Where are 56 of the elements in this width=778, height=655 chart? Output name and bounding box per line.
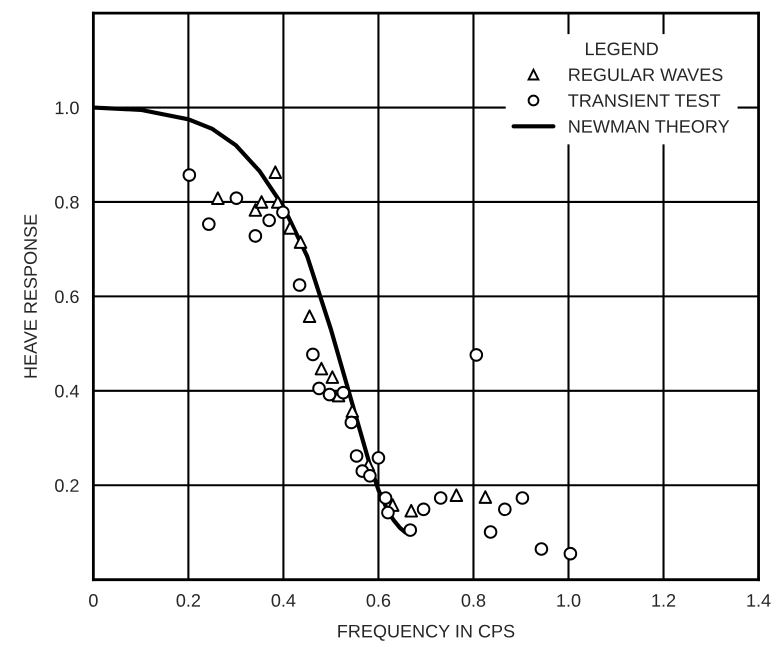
point [484,525,498,539]
point [564,546,578,560]
point [262,214,276,228]
x-tick-label: 0.2 [176,594,200,607]
y-tick-label: 0.2 [55,479,79,492]
point [381,506,395,520]
point [248,229,262,243]
legend-label: TRANSIENT TEST [568,94,720,107]
point [403,523,418,537]
point [336,386,350,400]
point [312,382,326,396]
point [404,504,418,518]
point [534,542,548,556]
point [314,362,328,376]
point [416,502,430,516]
x-tick-label: 0.6 [366,594,390,607]
point [202,217,216,231]
x-tick-label: 0.4 [272,594,296,607]
x-tick-label: 1.4 [747,594,771,607]
y-tick-label: 0.8 [55,196,79,209]
point [434,491,448,505]
legend-label: REGULAR WAVES [569,68,722,82]
point [306,348,320,362]
point [498,502,512,516]
point [211,191,225,205]
point [302,309,316,324]
x-tick-label: 0.8 [462,594,486,607]
point [372,451,386,465]
point [516,491,530,505]
x-tick-label: 1.2 [652,594,676,607]
point [248,203,262,217]
point [326,370,340,384]
legend-label: NEWMAN THEORY [569,120,730,133]
point [378,491,392,505]
y-axis-title: HEAVE RESPONSE [24,214,37,378]
legend-title: LEGEND [586,42,658,56]
point [478,490,492,504]
y-tick-label: 0.4 [55,384,79,398]
point [292,278,306,292]
x-tick-label: 1.0 [557,594,580,607]
point [470,348,484,362]
point [254,195,268,209]
x-tick-label: 0 [89,594,98,607]
point [322,388,336,402]
y-tick-label: 0.6 [55,290,79,304]
y-tick-label: 1.0 [56,101,79,114]
point [344,416,358,430]
point [363,469,377,483]
point [450,488,464,502]
point [276,206,290,220]
point [182,168,196,182]
point [230,191,244,205]
point [350,449,364,463]
point [268,165,282,179]
point [294,235,308,249]
x-axis-title: FREQUENCY IN CPS [338,624,514,641]
